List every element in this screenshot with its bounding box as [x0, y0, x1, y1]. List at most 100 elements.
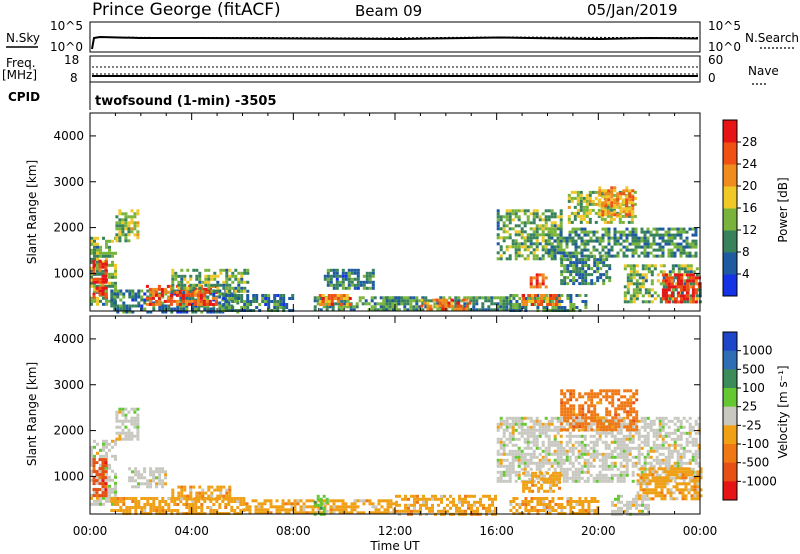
velocity-cell [473, 509, 476, 513]
velocity-cell [365, 499, 369, 503]
velocity-cell [622, 416, 626, 420]
velocity-cell [547, 446, 551, 450]
velocity-cell [554, 503, 558, 506]
power-cell [406, 308, 410, 312]
power-cell [130, 227, 134, 231]
power-cell [613, 198, 617, 202]
power-cell [544, 221, 548, 225]
power-cell [582, 214, 586, 218]
velocity-cell [532, 425, 536, 429]
velocity-cell [136, 413, 140, 417]
power-cell [664, 282, 668, 286]
power-cell [173, 292, 177, 296]
velocity-cell [502, 458, 506, 462]
velocity-cell [374, 511, 378, 515]
power-cell [157, 287, 161, 291]
power-cell [273, 303, 277, 306]
velocity-cell [316, 494, 320, 498]
velocity-cell [586, 470, 590, 474]
velocity-cell [194, 509, 198, 512]
velocity-cell [625, 461, 629, 465]
power-cell [616, 242, 620, 246]
velocity-cell [287, 499, 291, 503]
velocity-cell [593, 413, 597, 417]
power-cell [632, 291, 636, 295]
velocity-cell [571, 434, 575, 438]
velocity-cell [502, 419, 506, 423]
velocity-cell [637, 428, 641, 432]
power-cell [505, 245, 509, 249]
velocity-cell [239, 497, 243, 500]
power-cell [600, 217, 604, 221]
power-cell [535, 224, 539, 228]
velocity-cell [174, 497, 178, 501]
velocity-cell [559, 440, 563, 444]
velocity-cell [605, 425, 609, 429]
power-cell [340, 305, 344, 309]
power-cell [667, 282, 671, 286]
velocity-cell [356, 499, 360, 503]
velocity-cell [529, 428, 533, 432]
velocity-cell [225, 494, 229, 498]
power-cell [593, 261, 597, 265]
velocity-cell [511, 449, 515, 453]
velocity-cell [380, 511, 384, 515]
power-cell [587, 267, 591, 271]
velocity-cell [622, 443, 626, 447]
power-cell [692, 282, 696, 286]
velocity-cell [556, 446, 560, 450]
velocity-cell [308, 505, 312, 509]
power-cell [581, 276, 585, 280]
power-cell [502, 251, 506, 255]
power-cell [505, 305, 509, 309]
velocity-cell [660, 482, 664, 486]
velocity-cell [631, 479, 635, 483]
velocity-cell [646, 467, 650, 471]
power-cell [282, 306, 286, 309]
velocity-cell [637, 419, 641, 423]
velocity-cell [679, 425, 683, 429]
power-cell [641, 276, 645, 280]
velocity-cell [514, 428, 518, 432]
velocity-cell [383, 511, 387, 515]
power-cell [535, 230, 539, 234]
power-cell [273, 294, 277, 297]
velocity-cell [669, 479, 673, 483]
velocity-cell [617, 422, 621, 426]
velocity-cell [511, 458, 515, 462]
power-cell [595, 248, 599, 252]
velocity-cell [90, 496, 93, 500]
velocity-cell [679, 431, 683, 435]
velocity-cell [643, 455, 647, 459]
power-cell [231, 280, 235, 284]
power-cell [583, 230, 587, 234]
power-cell [457, 296, 461, 300]
velocity-cell [667, 431, 671, 435]
velocity-cell [565, 434, 569, 438]
velocity-cell [182, 503, 186, 506]
power-cell [607, 236, 611, 240]
velocity-cell [470, 506, 473, 510]
velocity-cell [532, 428, 536, 432]
velocity-cell [130, 437, 134, 441]
velocity-cell [92, 494, 96, 498]
velocity-cell [654, 491, 658, 495]
velocity-cell [143, 476, 147, 480]
power-cell [400, 296, 404, 300]
power-cell [601, 210, 605, 214]
velocity-cell [434, 497, 437, 501]
velocity-cell [517, 458, 521, 462]
power-cell [122, 310, 126, 314]
power-cell [346, 305, 350, 309]
power-cell [118, 227, 122, 231]
velocity-cell [652, 443, 656, 447]
velocity-cell [96, 451, 99, 455]
power-cell [602, 264, 606, 268]
power-cell [688, 279, 692, 283]
power-cell [574, 230, 578, 234]
power-cell [664, 242, 668, 246]
power-cell [560, 306, 564, 309]
velocity-cell [523, 431, 527, 435]
power-cell [108, 251, 111, 255]
velocity-cell [554, 509, 558, 512]
